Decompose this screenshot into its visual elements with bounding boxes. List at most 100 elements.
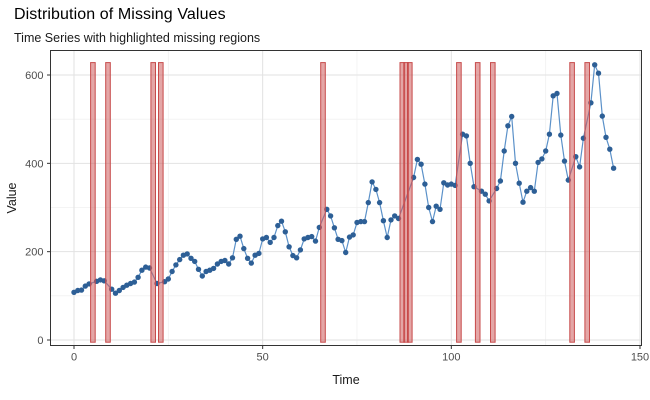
missing-region-bar: [474, 62, 481, 343]
chart-subtitle: Time Series with highlighted missing reg…: [14, 31, 261, 45]
data-point: [275, 222, 281, 229]
data-point: [293, 255, 300, 261]
data-point: [244, 255, 251, 261]
grid-layer: [50, 50, 642, 346]
data-point: [429, 218, 436, 225]
data-point: [369, 179, 375, 185]
data-point: [263, 234, 270, 241]
x-axis: 0 50 100 150 Time: [71, 345, 649, 387]
missing-region-bar: [569, 62, 575, 343]
data-point: [358, 218, 364, 225]
y-tick-label: 0: [37, 335, 43, 347]
data-point: [482, 191, 488, 197]
y-axis-title: Value: [5, 182, 19, 213]
data-point: [520, 199, 526, 205]
data-point: [271, 234, 277, 241]
data-point: [112, 290, 119, 296]
data-point: [350, 232, 356, 238]
data-point: [607, 146, 613, 152]
data-point: [233, 236, 239, 242]
missing-region-bar: [105, 62, 111, 343]
data-point: [373, 186, 379, 193]
data-point: [543, 148, 549, 154]
data-point: [327, 213, 334, 219]
data-point: [388, 217, 394, 223]
data-point: [309, 233, 315, 240]
data-point: [135, 274, 141, 280]
data-point: [539, 156, 545, 162]
y-tick-label: 600: [25, 70, 43, 82]
data-point: [595, 70, 602, 76]
data-point: [169, 268, 175, 275]
y-tick-label: 200: [25, 247, 43, 259]
data-point: [188, 255, 194, 261]
data-point: [343, 249, 349, 256]
missing-region-bar: [158, 62, 164, 343]
data-point: [78, 287, 85, 293]
data-point: [237, 233, 243, 239]
missing-region-bar: [90, 62, 96, 343]
data-point: [267, 239, 273, 246]
data-point: [226, 261, 232, 267]
data-point: [282, 229, 288, 235]
missing-region-bar: [150, 62, 156, 343]
missing-region-bar: [407, 62, 413, 343]
data-point: [509, 113, 515, 120]
data-point: [392, 213, 398, 219]
data-point: [576, 164, 583, 170]
data-point: [512, 160, 519, 166]
x-axis-title: Time: [332, 373, 359, 387]
data-point: [222, 257, 228, 264]
data-point: [116, 287, 123, 294]
data-point: [554, 90, 560, 97]
data-point: [380, 218, 387, 224]
x-tick-label: 0: [71, 352, 77, 364]
data-point: [184, 251, 190, 257]
data-point: [426, 204, 432, 211]
missing-region-bar: [456, 62, 462, 343]
data-point: [229, 255, 236, 261]
data-point: [195, 266, 202, 272]
data-point: [592, 62, 598, 68]
missing-region-bar: [320, 62, 326, 343]
data-point: [535, 159, 541, 166]
data-point: [546, 131, 553, 137]
panel-background-rect: [50, 50, 642, 346]
data-point: [365, 199, 371, 206]
data-point: [139, 267, 145, 273]
data-point: [414, 156, 421, 163]
data-point: [418, 161, 424, 167]
data-point: [558, 132, 564, 138]
data-point: [610, 165, 617, 171]
data-point: [524, 188, 530, 194]
data-point: [531, 188, 537, 194]
panel-background: [50, 50, 642, 346]
data-point: [339, 237, 345, 244]
data-point: [376, 199, 383, 206]
data-point: [463, 133, 470, 139]
x-tick-label: 50: [257, 352, 269, 364]
data-point: [165, 276, 171, 282]
data-point: [527, 184, 534, 191]
data-point: [467, 160, 473, 166]
data-point: [561, 158, 568, 164]
data-point: [214, 261, 221, 267]
data-point: [131, 279, 138, 285]
chart-title: Distribution of Missing Values: [14, 6, 226, 23]
data-point: [241, 245, 247, 252]
data-point: [312, 238, 319, 244]
y-tick-label: 400: [25, 158, 43, 170]
data-point: [437, 206, 443, 212]
data-point: [286, 244, 292, 250]
x-tick-label: 150: [631, 352, 649, 364]
y-axis: 0 200 400 600 Value: [5, 70, 51, 347]
data-point: [256, 250, 262, 257]
data-point: [361, 218, 368, 225]
data-point: [422, 181, 428, 187]
data-point: [505, 123, 511, 129]
x-tick-label: 100: [442, 352, 460, 364]
data-point: [173, 262, 179, 268]
data-point: [599, 113, 605, 119]
